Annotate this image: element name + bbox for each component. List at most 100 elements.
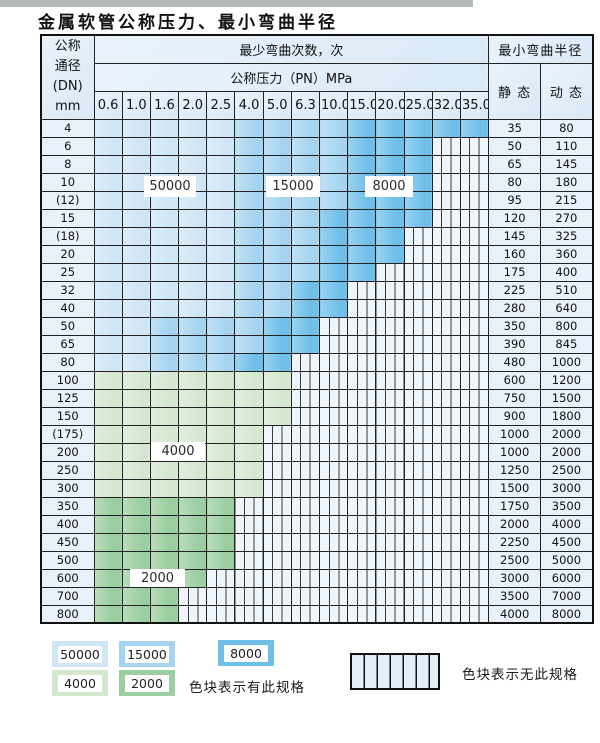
no-spec-cell	[431, 280, 461, 300]
no-spec-cell	[403, 568, 433, 588]
spec-cell	[234, 226, 264, 246]
no-spec-cell	[318, 442, 349, 462]
table-row: 25 175 400	[40, 262, 594, 282]
no-spec-cell	[459, 442, 490, 462]
no-spec-cell	[459, 262, 490, 282]
spec-cell	[290, 316, 321, 336]
spec-cell	[93, 532, 123, 552]
spec-cell	[234, 244, 264, 264]
spec-cell	[206, 532, 236, 552]
spec-cell	[262, 298, 292, 318]
cycle-count-label: 15000	[266, 176, 320, 197]
spec-cell	[149, 244, 180, 264]
spec-cell	[121, 550, 151, 570]
dynamic-value: 3000	[540, 478, 594, 498]
table-row: 350 1750 3500	[40, 496, 594, 516]
spec-cell	[93, 442, 123, 462]
spec-cell	[347, 262, 377, 282]
dn-cell: 500	[40, 550, 95, 570]
no-spec-cell	[206, 586, 236, 606]
no-spec-cell	[459, 298, 490, 318]
spec-cell	[234, 442, 264, 462]
no-spec-cell	[403, 550, 433, 570]
spec-cell	[403, 208, 433, 228]
no-spec-cell	[375, 532, 405, 552]
dn-cell: 50	[40, 316, 95, 336]
spec-cell	[93, 208, 123, 228]
spec-cell	[206, 190, 236, 210]
no-spec-cell	[290, 568, 321, 588]
no-spec-cell	[403, 262, 433, 282]
no-spec-cell	[459, 496, 490, 516]
spec-cell	[149, 406, 180, 426]
bend-cycles-header: 最少弯曲次数，次	[93, 34, 490, 64]
spec-cell	[121, 154, 151, 174]
spec-cell	[121, 478, 151, 498]
static-value: 1750	[488, 496, 542, 516]
dn-cell: 32	[40, 280, 95, 300]
no-spec-cell	[290, 550, 321, 570]
page-title: 金属软管公称压力、最小弯曲半径	[38, 13, 338, 33]
spec-cell	[206, 478, 236, 498]
no-spec-cell	[318, 514, 349, 534]
no-spec-cell	[234, 568, 264, 588]
table-row: (175) 1000 2000	[40, 424, 594, 444]
pn-value-header: 10.0	[318, 90, 349, 120]
spec-cell	[206, 352, 236, 372]
spec-cell	[178, 406, 208, 426]
spec-cell	[262, 208, 292, 228]
legend-no-spec-swatch	[350, 653, 440, 690]
spec-cell	[347, 244, 377, 264]
no-spec-cell	[431, 604, 461, 624]
dynamic-value: 845	[540, 334, 594, 354]
no-spec-cell	[431, 586, 461, 606]
cycle-count-label: 8000	[365, 176, 413, 197]
dynamic-value: 325	[540, 226, 594, 246]
no-spec-cell	[375, 460, 405, 480]
spec-cell	[93, 226, 123, 246]
spec-cell	[206, 208, 236, 228]
spec-cell	[93, 118, 123, 138]
spec-cell	[206, 172, 236, 192]
no-spec-cell	[459, 172, 490, 192]
no-spec-cell	[262, 496, 292, 516]
spec-cell	[178, 424, 208, 444]
dynamic-value: 640	[540, 298, 594, 318]
spec-cell	[149, 424, 180, 444]
spec-cell	[93, 352, 123, 372]
no-spec-cell	[459, 136, 490, 156]
no-spec-cell	[403, 586, 433, 606]
no-spec-cell	[403, 280, 433, 300]
spec-cell	[149, 316, 180, 336]
no-spec-cell	[403, 334, 433, 354]
spec-cell	[121, 514, 151, 534]
dynamic-value: 270	[540, 208, 594, 228]
no-spec-cell	[403, 514, 433, 534]
static-value: 480	[488, 352, 542, 372]
dynamic-value: 7000	[540, 586, 594, 606]
spec-cell	[347, 226, 377, 246]
pressure-table-wrap: 公称 通径 (DN) mm 最少弯曲次数，次 最小弯曲半径 公称压力（PN）MP…	[40, 34, 594, 624]
table-row: 32 225 510	[40, 280, 594, 300]
table-row: 80 480 1000	[40, 352, 594, 372]
spec-cell	[206, 496, 236, 516]
no-spec-cell	[347, 550, 377, 570]
no-spec-cell	[431, 460, 461, 480]
spec-cell	[206, 442, 236, 462]
no-spec-cell	[459, 460, 490, 480]
spec-cell	[93, 244, 123, 264]
static-value: 80	[488, 172, 542, 192]
static-value: 2000	[488, 514, 542, 534]
no-spec-cell	[318, 496, 349, 516]
dn-cell: 10	[40, 172, 95, 192]
spec-cell	[121, 388, 151, 408]
dn-cell: 800	[40, 604, 95, 624]
spec-cell	[178, 496, 208, 516]
pn-value-header: 5.0	[262, 90, 292, 120]
spec-cell	[93, 406, 123, 426]
spec-cell	[149, 352, 180, 372]
pn-title-header: 公称压力（PN）MPa	[93, 62, 490, 92]
table-row: 300 1500 3000	[40, 478, 594, 498]
no-spec-cell	[290, 478, 321, 498]
